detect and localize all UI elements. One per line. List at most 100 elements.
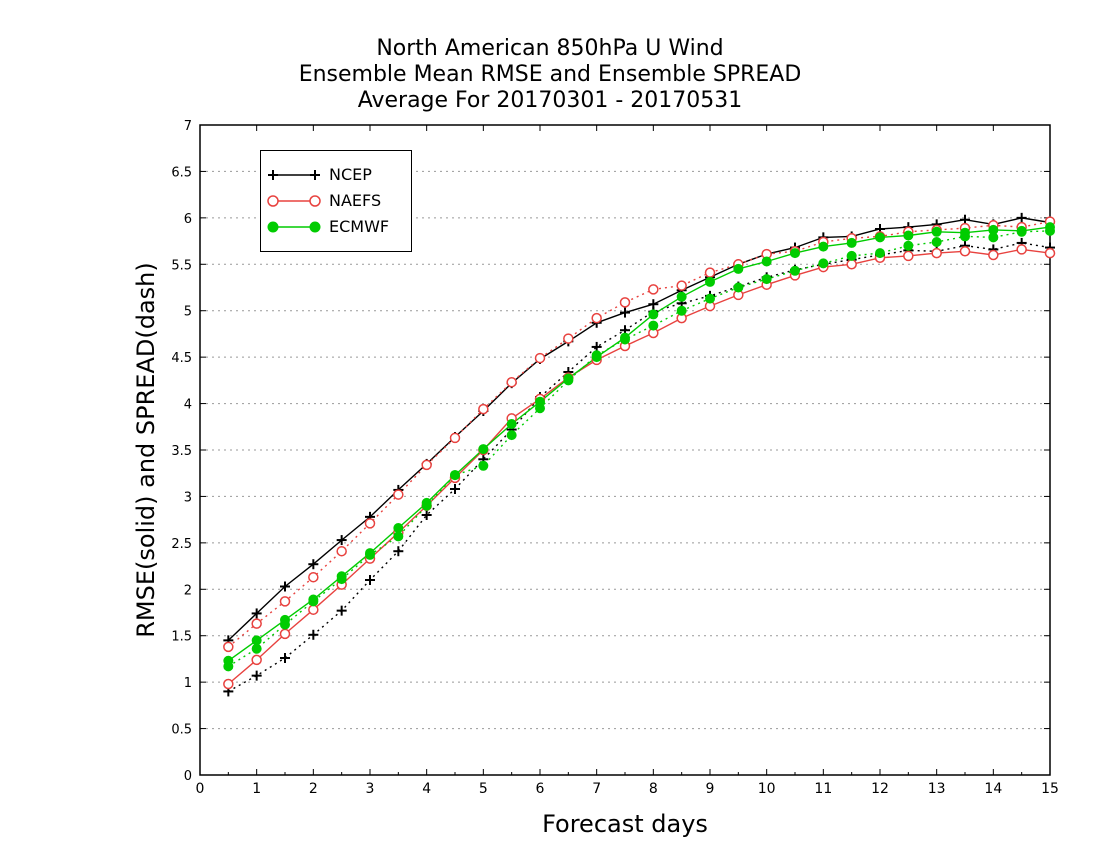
data-point-naefs-rmse — [1016, 244, 1027, 255]
data-point-naefs-rmse — [959, 246, 971, 257]
x-tick-label: 1 — [252, 781, 261, 797]
series-line-ncep-rmse — [227, 217, 1051, 641]
legend-entry-ncep: NCEP — [261, 163, 411, 187]
data-point-ncep-spread — [280, 653, 290, 663]
x-tick-label: 7 — [592, 781, 601, 797]
y-tick-label: 1 — [184, 676, 192, 691]
x-tick-label: 6 — [536, 781, 545, 797]
x-tick-label: 15 — [1041, 781, 1059, 797]
data-point-ecmwf-rmse — [988, 224, 999, 235]
x-tick-label: 5 — [479, 781, 488, 797]
data-point-ecmwf-spread — [733, 282, 744, 293]
data-point-ecmwf-rmse — [1045, 222, 1055, 233]
series-line-ecmwf-spread — [227, 230, 1051, 667]
legend-label-naefs: NAEFS — [329, 191, 382, 210]
x-tick-label: 12 — [871, 781, 889, 797]
data-point-ecmwf-spread — [846, 250, 857, 261]
y-tick-label: 5.5 — [171, 258, 192, 273]
data-point-ecmwf-spread — [818, 258, 829, 269]
data-point-ecmwf-spread — [931, 237, 942, 247]
data-point-ecmwf-spread — [676, 305, 687, 316]
data-point-ecmwf-rmse — [733, 263, 744, 274]
data-point-ecmwf-spread — [478, 460, 489, 471]
data-point-ecmwf-spread — [506, 430, 517, 441]
legend-swatch-ncep — [268, 170, 320, 180]
data-point-naefs-spread — [393, 489, 404, 500]
legend-label-ecmwf: ECMWF — [329, 217, 390, 236]
y-tick-label: 0.5 — [171, 723, 192, 738]
data-point-naefs-spread — [251, 618, 262, 629]
x-tick-label: 14 — [984, 781, 1002, 797]
data-point-ecmwf-rmse — [790, 248, 800, 259]
data-point-ecmwf-rmse — [223, 655, 234, 666]
data-point-naefs-spread — [223, 641, 234, 653]
y-tick-label: 2.5 — [171, 537, 192, 552]
data-point-naefs-rmse — [931, 247, 942, 259]
y-tick-label: 7 — [184, 119, 192, 134]
data-point-ecmwf-spread — [705, 293, 715, 304]
data-point-ecmwf-rmse — [535, 396, 545, 407]
data-point-naefs-rmse — [846, 259, 857, 270]
y-tick-label: 5 — [184, 305, 192, 320]
y-tick-label: 6 — [184, 212, 192, 227]
data-point-ncep-rmse — [251, 608, 262, 619]
data-point-naefs-spread — [336, 545, 347, 557]
data-point-ncep-spread — [591, 341, 602, 352]
series-line-naefs-spread — [227, 220, 1051, 648]
chart-legend: NCEP NAEFS ECMWF — [260, 150, 412, 252]
data-point-ecmwf-spread — [875, 248, 885, 259]
data-point-ncep-spread — [251, 670, 262, 681]
series-line-ncep-spread — [227, 242, 1051, 693]
x-tick-label: 3 — [366, 781, 375, 797]
y-tick-label: 0 — [184, 769, 192, 784]
data-point-ecmwf-rmse — [875, 232, 885, 243]
data-point-ecmwf-rmse — [620, 332, 630, 343]
data-point-ecmwf-rmse — [393, 523, 404, 533]
legend-label-ncep: NCEP — [329, 165, 372, 184]
data-point-ecmwf-rmse — [563, 373, 574, 384]
data-point-naefs-rmse — [988, 249, 999, 261]
data-point-ecmwf-rmse — [450, 470, 460, 481]
data-point-naefs-spread — [478, 403, 489, 415]
data-point-ncep-rmse — [620, 307, 630, 318]
series-line-ecmwf-rmse — [227, 226, 1051, 662]
data-point-ecmwf-rmse — [506, 419, 517, 429]
data-point-ncep-rmse — [648, 299, 659, 310]
x-tick-label: 9 — [706, 781, 715, 797]
data-point-ecmwf-rmse — [761, 256, 772, 267]
data-point-ecmwf-rmse — [648, 309, 659, 320]
data-point-ecmwf-spread — [393, 531, 404, 542]
data-point-naefs-spread — [506, 376, 517, 388]
x-tick-label: 4 — [422, 781, 431, 797]
y-tick-label: 3 — [184, 490, 192, 505]
data-point-naefs-spread — [364, 518, 376, 529]
y-tick-label: 3.5 — [171, 444, 192, 459]
data-point-naefs-spread — [704, 267, 716, 278]
data-point-naefs-spread — [534, 352, 546, 364]
y-tick-label: 6.5 — [171, 165, 192, 180]
y-tick-label: 4.5 — [171, 351, 192, 366]
series-line-naefs-rmse — [227, 248, 1051, 685]
x-axis-label: Forecast days — [542, 810, 708, 838]
data-point-naefs-spread — [676, 280, 687, 291]
data-point-ecmwf-rmse — [280, 614, 290, 625]
data-point-ecmwf-rmse — [1016, 225, 1027, 236]
data-point-ecmwf-spread — [648, 320, 659, 331]
data-point-ecmwf-spread — [903, 240, 914, 251]
data-point-ncep-spread — [336, 605, 347, 616]
data-point-naefs-spread — [619, 297, 631, 308]
data-point-ecmwf-rmse — [931, 226, 942, 237]
data-point-naefs-rmse — [279, 628, 291, 640]
x-tick-label: 11 — [814, 781, 832, 797]
x-tick-label: 8 — [649, 781, 658, 797]
data-point-naefs-spread — [308, 571, 319, 583]
data-point-ncep-spread — [393, 546, 404, 557]
data-point-naefs-spread — [279, 596, 291, 607]
data-point-ecmwf-rmse — [251, 635, 262, 646]
y-tick-label: 2 — [184, 583, 192, 598]
data-point-ecmwf-rmse — [308, 594, 319, 605]
data-point-ecmwf-rmse — [903, 230, 914, 241]
data-point-ncep-spread — [450, 484, 460, 494]
data-point-ncep-rmse — [280, 581, 290, 592]
